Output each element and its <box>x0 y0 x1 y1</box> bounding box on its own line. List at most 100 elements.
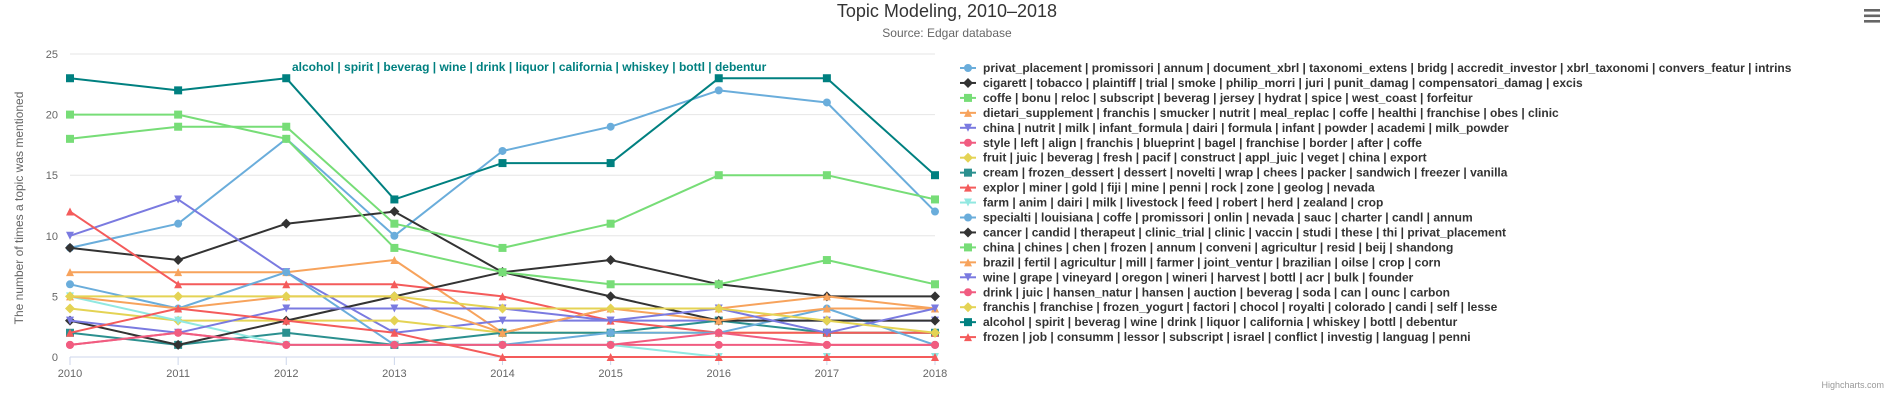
data-point[interactable] <box>66 231 74 240</box>
data-point[interactable] <box>606 159 615 168</box>
legend-item[interactable]: alcohol | spirit | beverag | wine | drin… <box>960 315 1458 329</box>
data-point[interactable] <box>65 242 75 253</box>
data-point[interactable] <box>65 303 75 314</box>
data-point[interactable] <box>605 255 616 266</box>
data-point[interactable] <box>822 328 831 337</box>
data-point[interactable] <box>66 74 74 83</box>
data-point[interactable] <box>174 268 183 277</box>
data-point[interactable] <box>174 219 183 228</box>
data-point[interactable] <box>66 280 74 289</box>
data-point[interactable] <box>606 316 615 325</box>
data-point[interactable] <box>282 328 291 337</box>
legend-item[interactable]: wine | grape | vineyard | oregon | winer… <box>960 270 1414 284</box>
data-point[interactable] <box>605 303 616 314</box>
data-point[interactable] <box>931 304 939 313</box>
legend-item[interactable]: explor | miner | gold | fiji | mine | pe… <box>960 181 1375 195</box>
data-point[interactable] <box>66 340 74 349</box>
data-point[interactable] <box>498 292 507 301</box>
data-point[interactable] <box>390 280 399 289</box>
data-point[interactable] <box>931 280 939 289</box>
data-point[interactable] <box>390 328 399 337</box>
data-point[interactable] <box>713 303 724 314</box>
data-point[interactable] <box>66 110 74 119</box>
data-point[interactable] <box>714 328 723 337</box>
data-point[interactable] <box>822 304 831 313</box>
data-point[interactable] <box>174 304 183 313</box>
legend-item[interactable]: drink | juic | hansen_natur | hansen | a… <box>960 285 1450 299</box>
data-point[interactable] <box>605 291 616 302</box>
series-line[interactable] <box>69 77 936 201</box>
data-point[interactable] <box>822 98 831 107</box>
series-line[interactable] <box>69 125 936 249</box>
data-point[interactable] <box>606 328 615 337</box>
data-point[interactable] <box>822 74 831 83</box>
data-point[interactable] <box>498 340 507 349</box>
data-point[interactable] <box>714 86 723 95</box>
data-point[interactable] <box>606 219 615 228</box>
data-point[interactable] <box>498 243 507 252</box>
legend-item[interactable]: coffe | bonu | reloc | subscript | bever… <box>960 91 1473 105</box>
data-point[interactable] <box>498 316 507 325</box>
data-point[interactable] <box>66 328 74 337</box>
data-point[interactable] <box>822 292 831 301</box>
data-point[interactable] <box>174 328 183 337</box>
data-point[interactable] <box>498 353 507 361</box>
series-line[interactable] <box>69 113 936 286</box>
data-point[interactable] <box>822 340 831 349</box>
data-point[interactable] <box>606 353 615 361</box>
data-point[interactable] <box>822 256 831 265</box>
data-point[interactable] <box>174 280 183 289</box>
data-point[interactable] <box>714 171 723 180</box>
data-point[interactable] <box>389 206 400 217</box>
data-point[interactable] <box>714 340 723 349</box>
legend-item[interactable]: cancer | candid | therapeut | clinic_tri… <box>960 225 1506 239</box>
data-point[interactable] <box>174 195 183 204</box>
credits-link[interactable]: Highcharts.com <box>1821 380 1884 390</box>
legend-item[interactable]: privat_placement | promissori | annum | … <box>960 61 1792 75</box>
data-point[interactable] <box>606 280 615 289</box>
data-point[interactable] <box>822 171 831 180</box>
data-point[interactable] <box>65 291 75 302</box>
data-point[interactable] <box>66 134 74 143</box>
legend-item[interactable]: style | left | align | franchis | bluepr… <box>960 136 1422 150</box>
data-point[interactable] <box>390 340 399 349</box>
legend-item[interactable]: brazil | fertil | agricultur | mill | fa… <box>960 255 1441 269</box>
data-point[interactable] <box>931 171 939 180</box>
legend-item[interactable]: china | nutrit | milk | infant_formula |… <box>960 121 1509 135</box>
data-point[interactable] <box>714 280 723 289</box>
data-point[interactable] <box>390 304 399 313</box>
data-point[interactable] <box>497 303 508 314</box>
data-point[interactable] <box>173 255 184 266</box>
data-point[interactable] <box>282 316 291 325</box>
data-point[interactable] <box>930 327 940 338</box>
data-point[interactable] <box>390 231 399 240</box>
data-point[interactable] <box>390 256 399 265</box>
data-point[interactable] <box>174 86 183 95</box>
data-point[interactable] <box>282 74 291 83</box>
data-point[interactable] <box>282 268 291 277</box>
data-point[interactable] <box>282 122 291 131</box>
data-point[interactable] <box>173 291 184 302</box>
data-point[interactable] <box>930 291 940 302</box>
data-point[interactable] <box>66 268 74 277</box>
data-point[interactable] <box>174 122 183 131</box>
legend-item[interactable]: franchis | franchise | frozen_yogurt | f… <box>960 300 1498 314</box>
legend-item[interactable]: frozen | job | consumm | lessor | subscr… <box>960 330 1471 344</box>
data-point[interactable] <box>606 122 615 131</box>
data-point[interactable] <box>714 316 723 325</box>
legend-item[interactable]: china | chines | chen | frozen | annum |… <box>960 240 1453 254</box>
data-point[interactable] <box>714 74 723 83</box>
data-point[interactable] <box>931 353 939 361</box>
data-point[interactable] <box>281 218 292 229</box>
legend-item[interactable]: dietari_supplement | franchis | smucker … <box>960 106 1559 120</box>
data-point[interactable] <box>931 340 939 349</box>
data-point[interactable] <box>389 315 400 326</box>
data-point[interactable] <box>282 134 291 143</box>
data-point[interactable] <box>498 328 507 337</box>
data-point[interactable] <box>281 291 292 302</box>
data-point[interactable] <box>822 353 831 361</box>
data-point[interactable] <box>930 315 940 326</box>
legend-item[interactable]: fruit | juic | beverag | fresh | pacif |… <box>960 151 1427 165</box>
data-point[interactable] <box>390 219 399 228</box>
data-point[interactable] <box>606 340 615 349</box>
